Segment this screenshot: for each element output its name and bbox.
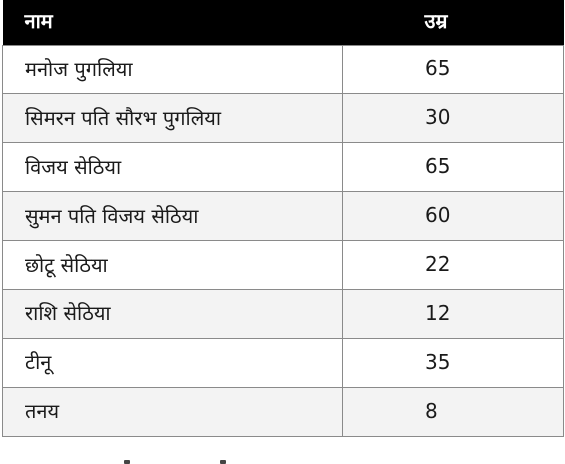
age-table: नाम उम्र मनोज पुगलिया 65 सिमरन पति सौरभ … (2, 0, 564, 437)
table-row: सुमन पति विजय सेठिया 60 (2, 191, 564, 242)
age-table-container: नाम उम्र मनोज पुगलिया 65 सिमरन पति सौरभ … (2, 0, 564, 437)
table-row: राशि सेठिया 12 (2, 288, 564, 339)
name-cell: टीनू (2, 337, 343, 388)
age-cell: 22 (342, 240, 564, 290)
header-age: उम्र (424, 8, 448, 33)
cropped-text-fragment (0, 452, 565, 464)
table-row: सिमरन पति सौरभ पुगलिया 30 (2, 93, 564, 144)
text-fragment-mark (124, 460, 130, 464)
table-row: तनय 8 (2, 386, 564, 437)
text-fragment-mark (220, 460, 226, 464)
name-cell: विजय सेठिया (2, 142, 343, 193)
name-cell: सिमरन पति सौरभ पुगलिया (2, 93, 343, 144)
age-cell: 60 (342, 191, 564, 242)
header-row: नाम उम्र (2, 0, 564, 45)
name-cell: सुमन पति विजय सेठिया (2, 191, 343, 242)
name-cell: राशि सेठिया (2, 288, 343, 339)
age-cell: 12 (342, 288, 564, 339)
age-cell: 8 (342, 386, 564, 437)
age-cell: 65 (342, 142, 564, 193)
table-row: छोटू सेठिया 22 (2, 240, 564, 290)
age-cell: 65 (342, 44, 564, 95)
table-row: मनोज पुगलिया 65 (2, 44, 564, 95)
name-cell: तनय (2, 386, 343, 437)
header-name: नाम (24, 8, 53, 33)
table-header: नाम उम्र (2, 0, 564, 45)
age-cell: 35 (342, 337, 564, 388)
name-cell: छोटू सेठिया (2, 240, 343, 290)
table-body: मनोज पुगलिया 65 सिमरन पति सौरभ पुगलिया 3… (2, 44, 564, 437)
table-row: विजय सेठिया 65 (2, 142, 564, 193)
name-cell: मनोज पुगलिया (2, 44, 343, 95)
table-row: टीनू 35 (2, 337, 564, 388)
age-cell: 30 (342, 93, 564, 144)
